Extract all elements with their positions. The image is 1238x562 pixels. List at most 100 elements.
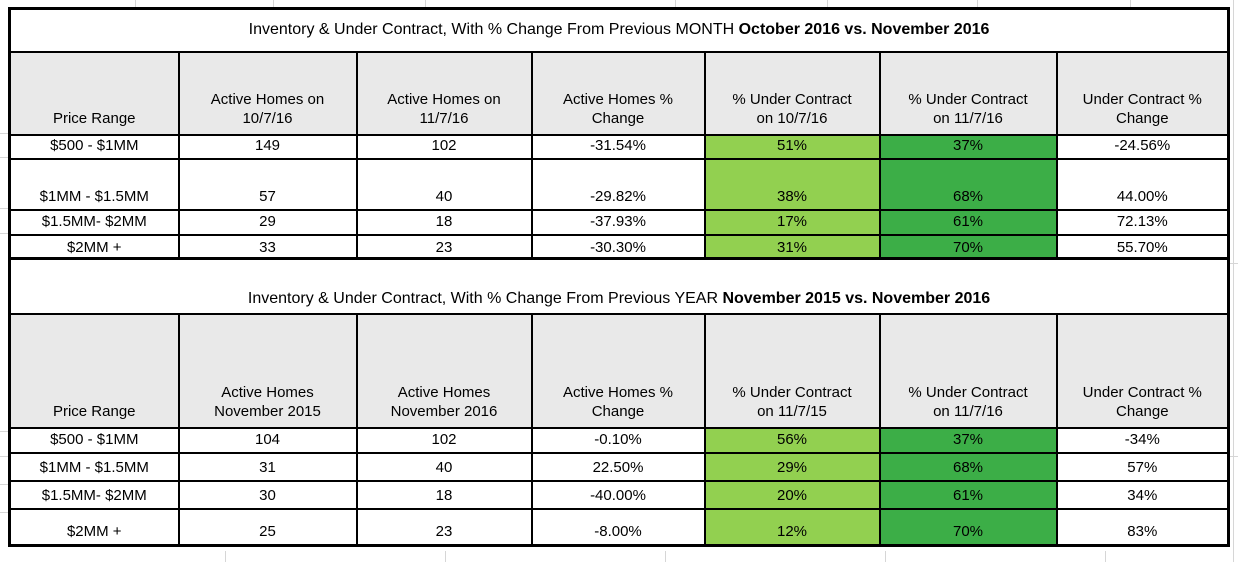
table-cell[interactable]: -40.00% — [530, 479, 706, 510]
gridline — [1228, 263, 1238, 264]
gridline — [0, 484, 8, 485]
row-label-cell[interactable]: $1MM - $1.5MM — [8, 157, 180, 211]
table-cell[interactable]: -8.00% — [530, 507, 706, 547]
under-contract-cell-dark[interactable]: 68% — [878, 157, 1058, 211]
gridline — [225, 551, 226, 562]
table-cell[interactable]: 23 — [355, 507, 533, 547]
gridline — [0, 431, 8, 432]
under-contract-cell-light[interactable]: 20% — [703, 479, 881, 510]
gridline — [0, 456, 8, 457]
table-cell[interactable]: 18 — [355, 479, 533, 510]
column-header-active-2[interactable]: Active Homes on 11/7/16 — [355, 50, 533, 136]
column-header-price-range[interactable]: Price Range — [8, 50, 180, 136]
row-label-cell[interactable]: $1.5MM- $2MM — [8, 479, 180, 510]
gridline — [0, 157, 8, 158]
table-cell[interactable]: 72.13% — [1055, 208, 1230, 236]
gridline — [273, 0, 274, 7]
table-title-text: Inventory & Under Contract, With % Chang… — [248, 20, 739, 38]
gridline — [0, 133, 8, 134]
table-cell[interactable]: 102 — [355, 133, 533, 160]
gridline — [0, 208, 8, 209]
under-contract-cell-light[interactable]: 56% — [703, 426, 881, 454]
row-label-cell[interactable]: $500 - $1MM — [8, 133, 180, 160]
gridline — [425, 0, 426, 7]
table-cell[interactable]: -34% — [1055, 426, 1230, 454]
gridline — [0, 512, 8, 513]
column-header-uc-1[interactable]: % Under Contract on 10/7/16 — [703, 50, 881, 136]
table-cell[interactable]: -0.10% — [530, 426, 706, 454]
row-label-cell[interactable]: $2MM + — [8, 507, 180, 547]
table-cell[interactable]: 44.00% — [1055, 157, 1230, 211]
column-header-uc-2[interactable]: % Under Contract on 11/7/16 — [878, 50, 1058, 136]
column-header-active-change[interactable]: Active Homes % Change — [530, 312, 706, 429]
table-title-month[interactable]: Inventory & Under Contract, With % Chang… — [8, 7, 1230, 53]
table-cell[interactable]: -29.82% — [530, 157, 706, 211]
gridline — [135, 0, 136, 7]
under-contract-cell-dark[interactable]: 61% — [878, 479, 1058, 510]
under-contract-cell-light[interactable]: 51% — [703, 133, 881, 160]
table-title-year[interactable]: Inventory & Under Contract, With % Chang… — [8, 257, 1230, 315]
table-cell[interactable]: 25 — [177, 507, 358, 547]
table-title-bold-text: October 2016 vs. November 2016 — [738, 20, 990, 38]
column-header-active-change[interactable]: Active Homes % Change — [530, 50, 706, 136]
table-cell[interactable]: 40 — [355, 451, 533, 482]
gridline — [665, 551, 666, 562]
gridline — [1228, 456, 1238, 457]
under-contract-cell-dark[interactable]: 61% — [878, 208, 1058, 236]
table-cell[interactable]: 22.50% — [530, 451, 706, 482]
row-label-cell[interactable]: $500 - $1MM — [8, 426, 180, 454]
under-contract-cell-dark[interactable]: 37% — [878, 133, 1058, 160]
table-cell[interactable]: 30 — [177, 479, 358, 510]
table-row: $1MM - $1.5MM 31 40 22.50% 29% 68% 57% — [8, 451, 1230, 482]
column-header-uc-1[interactable]: % Under Contract on 11/7/15 — [703, 312, 881, 429]
under-contract-cell-dark[interactable]: 68% — [878, 451, 1058, 482]
under-contract-cell-light[interactable]: 29% — [703, 451, 881, 482]
table-row: $1MM - $1.5MM 57 40 -29.82% 38% 68% 44.0… — [8, 157, 1230, 211]
gridline — [445, 551, 446, 562]
table-cell[interactable]: 31 — [177, 451, 358, 482]
under-contract-cell-dark[interactable]: 70% — [878, 507, 1058, 547]
table-title-text: Inventory & Under Contract, With % Chang… — [247, 289, 723, 307]
table-row: $1.5MM- $2MM 30 18 -40.00% 20% 61% 34% — [8, 479, 1230, 510]
column-header-uc-change[interactable]: Under Contract % Change — [1055, 312, 1230, 429]
column-header-active-2[interactable]: Active Homes November 2016 — [355, 312, 533, 429]
header-row: Price Range Active Homes November 2015 A… — [8, 312, 1230, 429]
table-cell[interactable]: 83% — [1055, 507, 1230, 547]
under-contract-cell-dark[interactable]: 37% — [878, 426, 1058, 454]
table-cell[interactable]: 102 — [355, 426, 533, 454]
gridline — [827, 0, 828, 7]
table-cell[interactable]: 40 — [355, 157, 533, 211]
table-cell[interactable]: 57 — [177, 157, 358, 211]
gridline — [977, 0, 978, 7]
under-contract-cell-light[interactable]: 12% — [703, 507, 881, 547]
column-header-price-range[interactable]: Price Range — [8, 312, 180, 429]
under-contract-cell-light[interactable]: 17% — [703, 208, 881, 236]
table-cell[interactable]: -24.56% — [1055, 133, 1230, 160]
column-header-uc-change[interactable]: Under Contract % Change — [1055, 50, 1230, 136]
table-row: $2MM + 25 23 -8.00% 12% 70% 83% — [8, 507, 1230, 547]
gridline — [675, 0, 676, 7]
table-cell[interactable]: 104 — [177, 426, 358, 454]
header-row: Price Range Active Homes on 10/7/16 Acti… — [8, 50, 1230, 136]
year-comparison-table: Inventory & Under Contract, With % Chang… — [8, 257, 1231, 547]
table-cell[interactable]: 34% — [1055, 479, 1230, 510]
gridline — [0, 233, 8, 234]
table-cell[interactable]: 29 — [177, 208, 358, 236]
table-cell[interactable]: 57% — [1055, 451, 1230, 482]
table-row: $500 - $1MM 104 102 -0.10% 56% 37% -34% — [8, 426, 1230, 454]
gridline — [1105, 551, 1106, 562]
month-comparison-table: Inventory & Under Contract, With % Chang… — [8, 7, 1231, 263]
row-label-cell[interactable]: $1.5MM- $2MM — [8, 208, 180, 236]
row-label-cell[interactable]: $1MM - $1.5MM — [8, 451, 180, 482]
column-header-uc-2[interactable]: % Under Contract on 11/7/16 — [878, 312, 1058, 429]
table-cell[interactable]: 149 — [177, 133, 358, 160]
column-header-active-1[interactable]: Active Homes on 10/7/16 — [177, 50, 358, 136]
table-title-bold-text: November 2015 vs. November 2016 — [722, 289, 991, 307]
under-contract-cell-light[interactable]: 38% — [703, 157, 881, 211]
table-cell[interactable]: 18 — [355, 208, 533, 236]
table-row: $500 - $1MM 149 102 -31.54% 51% 37% -24.… — [8, 133, 1230, 160]
table-cell[interactable]: -31.54% — [530, 133, 706, 160]
column-header-active-1[interactable]: Active Homes November 2015 — [177, 312, 358, 429]
table-cell[interactable]: -37.93% — [530, 208, 706, 236]
